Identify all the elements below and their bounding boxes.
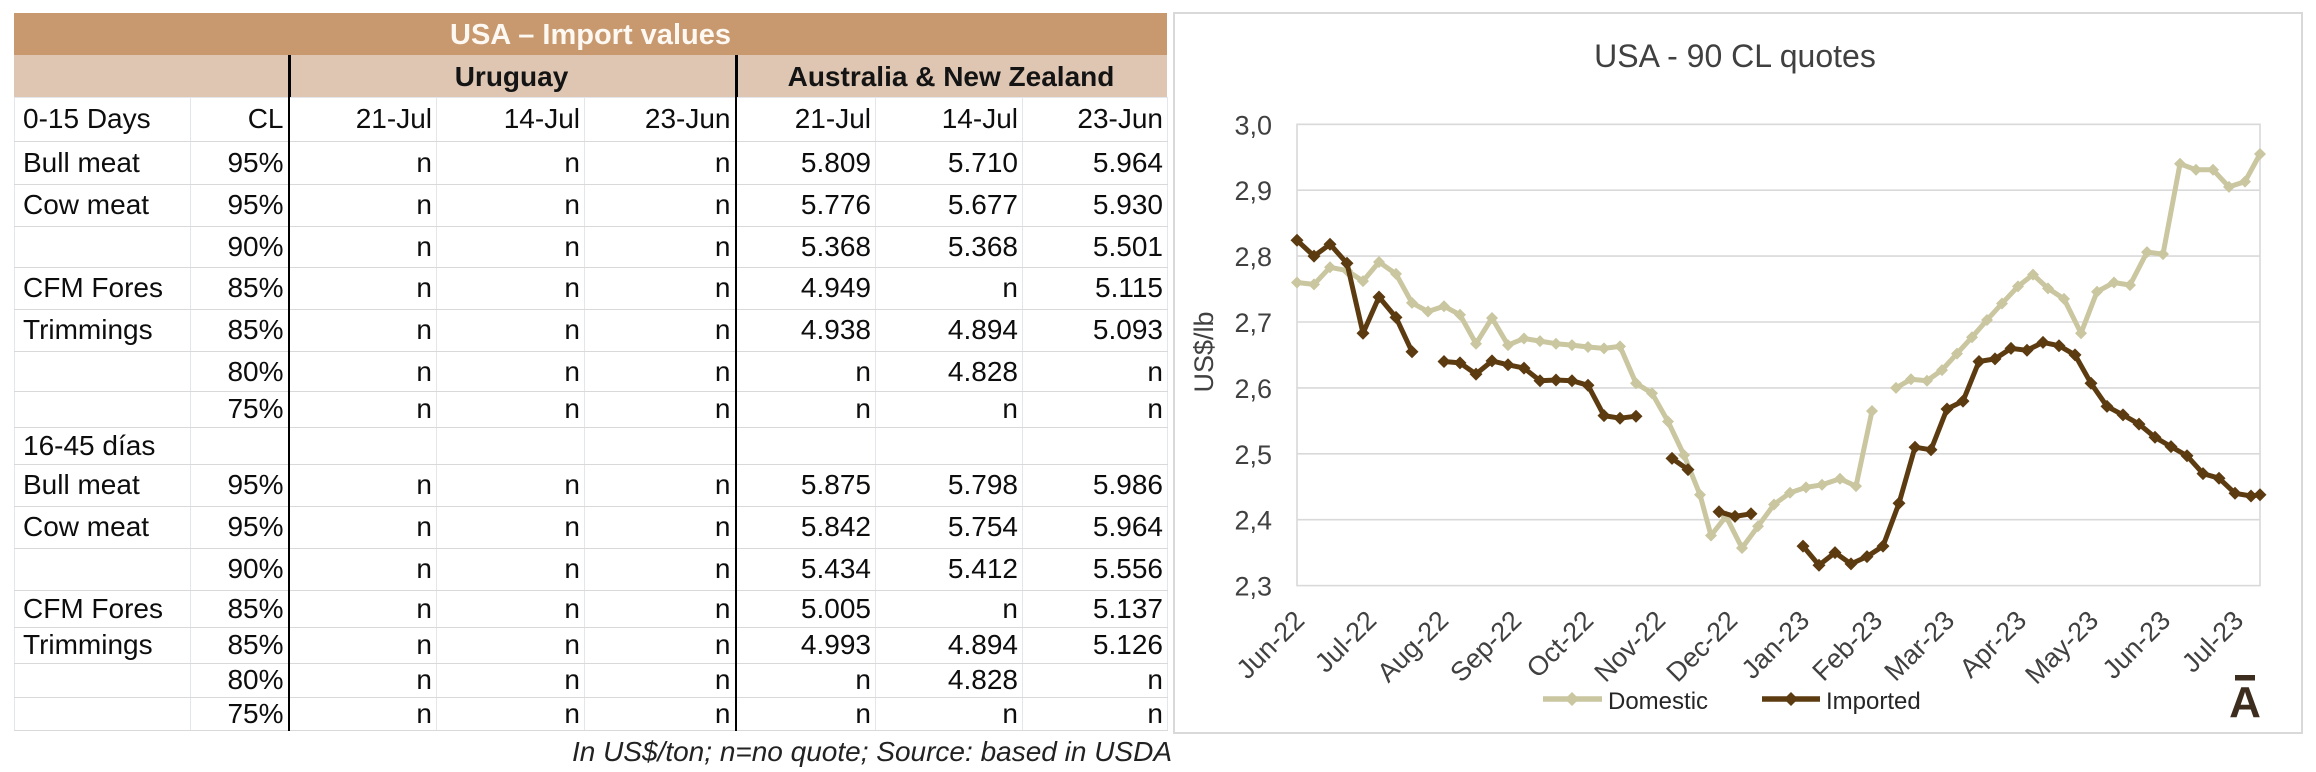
svg-text:2,9: 2,9 xyxy=(1234,176,1272,206)
svg-text:3,0: 3,0 xyxy=(1234,110,1272,140)
svg-text:2,7: 2,7 xyxy=(1234,308,1272,338)
svg-text:Domestic: Domestic xyxy=(1608,688,1708,715)
svg-text:2,6: 2,6 xyxy=(1234,374,1272,404)
svg-text:US$/lb: US$/lb xyxy=(1189,311,1219,392)
svg-text:USA - 90 CL quotes: USA - 90 CL quotes xyxy=(1594,38,1876,74)
svg-text:2,5: 2,5 xyxy=(1234,440,1272,470)
svg-text:2,8: 2,8 xyxy=(1234,242,1272,272)
svg-text:2,4: 2,4 xyxy=(1234,506,1272,536)
svg-text:A: A xyxy=(2229,678,2261,727)
svg-text:2,3: 2,3 xyxy=(1234,572,1272,602)
svg-text:Imported: Imported xyxy=(1826,688,1921,715)
